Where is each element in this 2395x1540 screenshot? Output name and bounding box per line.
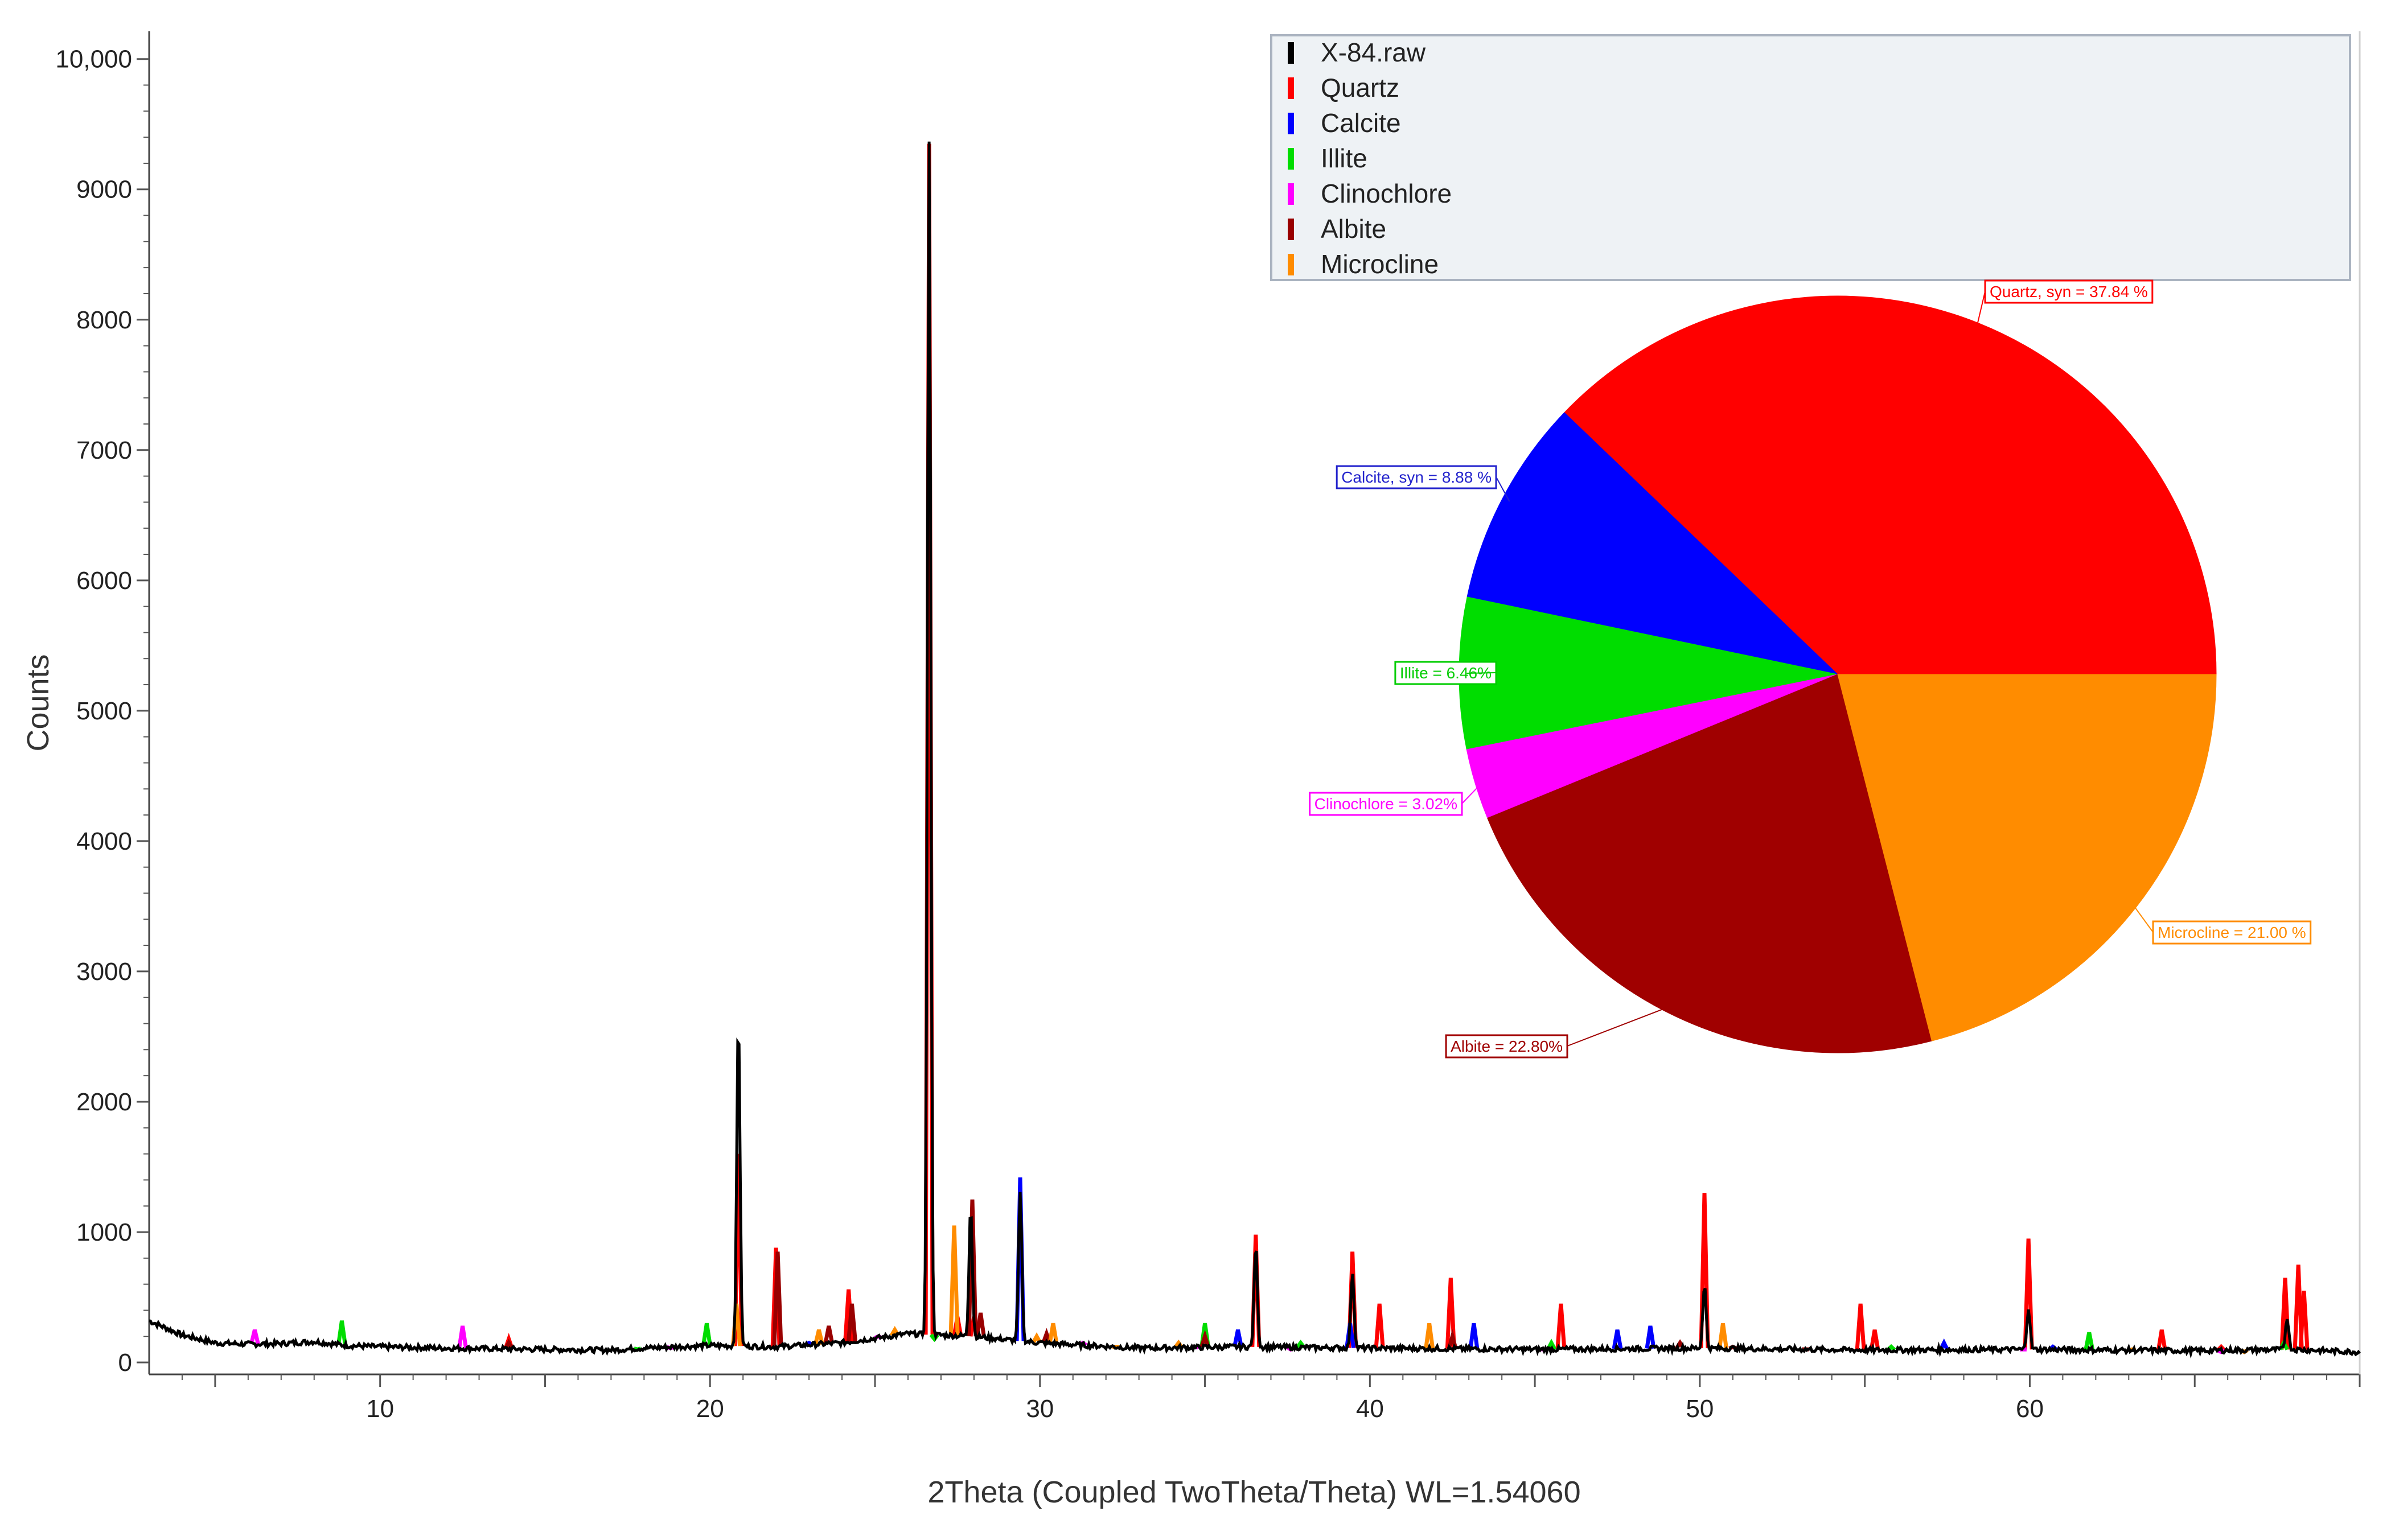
x-tick-label: 30 <box>1026 1395 1054 1423</box>
pie-label: Albite = 22.80% <box>1445 1034 1568 1059</box>
legend-label: Microcline <box>1321 249 1439 279</box>
calcite-peak <box>1645 1325 1656 1349</box>
x-axis-title: 2Theta (Coupled TwoTheta/Theta) WL=1.540… <box>927 1475 1580 1509</box>
illite-peak <box>336 1320 347 1345</box>
legend-swatch <box>1288 254 1294 275</box>
pie-label-text: Quartz, syn = 37.84 % <box>1990 283 2148 300</box>
y-axis-title: Counts <box>21 654 55 751</box>
y-tick-label: 6000 <box>76 567 132 595</box>
pie-label-box <box>2152 920 2312 945</box>
legend-swatch <box>1288 148 1294 170</box>
legend-swatch <box>1288 113 1294 134</box>
pie-label-box <box>1309 792 1463 816</box>
calcite-peak <box>1468 1323 1480 1349</box>
quartz-peak <box>1374 1303 1385 1349</box>
y-tick-label: 7000 <box>76 437 132 464</box>
phase-pie-chart <box>1459 295 2217 1053</box>
legend-swatch <box>1288 77 1294 99</box>
albite-peak <box>823 1325 835 1344</box>
legend: X-84.raw Quartz Calcite Illite Clinochlore Al… <box>1270 34 2351 281</box>
pie-label-text: Microcline = 21.00 % <box>2158 924 2306 941</box>
calcite-peak <box>1233 1329 1243 1348</box>
pie-leader-line <box>1496 476 1510 502</box>
pie-labels: Quartz, syn = 37.84 % Microcline = 21.00 … <box>1309 279 2312 1059</box>
y-tick-label: 3000 <box>76 958 132 986</box>
y-tick-label: 5000 <box>76 697 132 725</box>
y-tick-label: 0 <box>118 1349 132 1377</box>
albite-peak <box>772 1251 783 1347</box>
pie-slice <box>1837 674 2217 1041</box>
legend-box <box>1270 34 2351 281</box>
legend-label: Illite <box>1321 143 1367 173</box>
pie-label-text: Clinochlore = 3.02% <box>1314 795 1457 813</box>
microcline-peak <box>948 1225 960 1336</box>
quartz-peak <box>2298 1290 2310 1350</box>
pie-label-box <box>1394 661 1497 685</box>
microcline-peak <box>1424 1323 1435 1349</box>
calcite-peak <box>1612 1329 1623 1349</box>
quartz-peak <box>1855 1303 1866 1350</box>
y-tick-label: 2000 <box>76 1088 132 1116</box>
illite-peak <box>701 1323 712 1346</box>
raw-pattern-line <box>149 141 2361 1359</box>
y-tick-label: 10,000 <box>55 46 132 73</box>
microcline-peak <box>1047 1323 1059 1344</box>
legend-swatch <box>1288 42 1294 64</box>
pie-label-box <box>1984 279 2154 304</box>
y-tick-label: 9000 <box>76 176 132 204</box>
pie-slice <box>1487 674 1932 1053</box>
pie-label-text: Albite = 22.80% <box>1451 1037 1563 1055</box>
albite-peak <box>975 1312 986 1337</box>
pie-leader-line <box>1461 781 1484 804</box>
quartz-peak <box>1445 1277 1456 1349</box>
x-tick-label: 20 <box>696 1395 724 1423</box>
x-tick-label: 40 <box>1356 1395 1384 1423</box>
microcline-peak <box>814 1329 824 1345</box>
y-axis-ticks: 0 1000 2000 3000 4000 5000 6000 7000 8000 9000 10,… <box>55 46 149 1377</box>
x-tick-label: 50 <box>1686 1395 1714 1423</box>
x-tick-label: 60 <box>2016 1395 2044 1423</box>
pie-label: Microcline = 21.00 % <box>2152 920 2312 945</box>
pie-slice <box>1466 412 1839 675</box>
pie-label-text: Calcite, syn = 8.88 % <box>1341 468 1492 486</box>
pie-label: Quartz, syn = 37.84 % <box>1984 279 2154 304</box>
illite-peak <box>2084 1332 2095 1350</box>
pie-label: Illite = 6.46% <box>1394 661 1497 685</box>
pie-label-box <box>1336 465 1497 489</box>
x-tick-label: 10 <box>366 1395 394 1423</box>
plot-area <box>149 141 2361 1359</box>
clinochlore-peak <box>249 1329 260 1345</box>
albite-peak <box>846 1303 857 1342</box>
pie-leader-line <box>1567 1005 1672 1047</box>
pie-leader-line <box>1975 291 1986 331</box>
microcline-peak <box>1717 1323 1728 1349</box>
clinochlore-peak <box>457 1325 469 1349</box>
albite-peak <box>967 1199 978 1337</box>
y-tick-label: 1000 <box>76 1218 132 1246</box>
microcline-peak <box>1031 1332 1042 1344</box>
pie-label-box <box>1445 1034 1568 1059</box>
x-axis-ticks: 10 20 30 40 50 60 <box>181 1374 2361 1423</box>
legend-swatch <box>1288 219 1294 240</box>
y-tick-label: 4000 <box>76 827 132 855</box>
quartz-peak <box>1555 1303 1567 1350</box>
quartz-peak <box>2156 1329 2167 1351</box>
legend-swatch <box>1288 183 1294 205</box>
quartz-peak <box>1869 1329 1880 1350</box>
legend-label: Quartz <box>1321 73 1399 102</box>
legend-label: Clinochlore <box>1321 179 1452 208</box>
legend-label: Calcite <box>1321 108 1401 138</box>
pie-leader-line <box>2130 901 2154 933</box>
legend-label: Albite <box>1321 214 1386 244</box>
pie-label: Clinochlore = 3.02% <box>1309 792 1463 816</box>
pie-label: Calcite, syn = 8.88 % <box>1336 465 1497 489</box>
axes <box>148 31 2361 1376</box>
quartz-peak <box>2023 1238 2034 1350</box>
pie-slice <box>1564 295 2217 675</box>
y-tick-label: 8000 <box>76 306 132 334</box>
legend-label: X-84.raw <box>1321 38 1426 67</box>
